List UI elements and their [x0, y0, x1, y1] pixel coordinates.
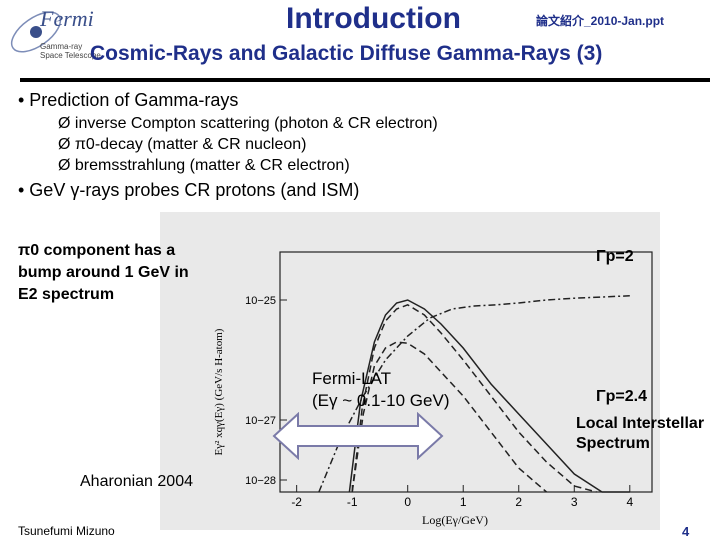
sub-bullet-brems: Ø bremsstrahlung (matter & CR electron)	[58, 157, 350, 174]
x-tick-label: 1	[460, 495, 467, 509]
plot-series-group	[318, 295, 630, 493]
logo-wordmark: Fermi	[40, 6, 94, 31]
y-tick-label: 10−27	[245, 415, 276, 427]
lis-label: Local Interstellar Spectrum	[576, 414, 704, 454]
plot-ticks: -2 -1 0 1 2 3 4 10−25 10−27 10−28	[245, 295, 633, 509]
x-tick-label: 2	[515, 495, 522, 509]
pi0-bump-note: π0 component has a bump around 1 GeV in …	[18, 240, 228, 306]
slide-subtitle: Cosmic-Rays and Galactic Diffuse Gamma-R…	[90, 42, 603, 65]
bullet-prediction: • Prediction of Gamma-rays	[18, 90, 239, 110]
slide-title: Introduction	[286, 2, 461, 35]
file-reference: 論文紹介_2010-Jan.ppt	[536, 14, 665, 28]
page-number: 4	[682, 524, 690, 539]
lis-line: Local Interstellar	[576, 415, 705, 432]
lis-line: Spectrum	[576, 435, 650, 452]
logo-subtext: Gamma-ray Space Telescope	[40, 42, 101, 60]
note-line: bump around 1 GeV in	[18, 264, 189, 281]
gamma-p2-label: Γp=2	[596, 248, 634, 265]
plot-axes	[279, 251, 653, 493]
x-tick-label: 4	[626, 495, 633, 509]
sub-bullet-ic: Ø inverse Compton scattering (photon & C…	[58, 115, 438, 132]
lat-line: Fermi-LAT	[312, 369, 392, 388]
reference-label: Aharonian 2004	[80, 473, 193, 490]
y-tick-label: 10−28	[245, 475, 276, 487]
note-line: π0 component has a	[18, 242, 176, 259]
note-line: E2 spectrum	[18, 286, 115, 303]
x-tick-label: 3	[571, 495, 578, 509]
fermi-lat-label: Fermi-LAT (Eγ ~ 0.1-10 GeV)	[312, 368, 449, 412]
plot-frame	[279, 251, 653, 493]
logo-sub-line: Gamma-ray	[40, 42, 83, 51]
fermi-logo	[10, 11, 62, 53]
sub-bullet-pi0: Ø π0-decay (matter & CR nucleon)	[58, 136, 307, 153]
spectrum-line-4	[351, 341, 547, 493]
bullet-gev-gamma: • GeV γ-rays probes CR protons (and ISM)	[18, 180, 360, 200]
x-tick-label: -1	[347, 495, 358, 509]
gamma-p24-label: Γp=2.4	[596, 388, 647, 405]
spectrum-plot: -2 -1 0 1 2 3 4 10−25 10−27 10−28 Log(Eγ/GeV) Eγ²…	[160, 212, 660, 530]
spectrum-line-2	[348, 299, 630, 493]
spectrum-line-1	[318, 295, 630, 493]
y-axis-label: Eγ² xqγ(Eγ) (GeV/s H-atom)	[213, 328, 225, 455]
spectrum-line-3	[351, 303, 597, 493]
x-tick-label: -2	[291, 495, 302, 509]
title-divider	[20, 78, 710, 82]
y-tick-label: 10−25	[245, 295, 276, 307]
x-tick-label: 0	[404, 495, 411, 509]
logo-sub-line: Space Telescope	[40, 51, 101, 60]
author-footer: Tsunefumi Mizuno	[18, 524, 115, 538]
lat-range-arrow	[272, 412, 444, 460]
lat-line: (Eγ ~ 0.1-10 GeV)	[312, 391, 450, 410]
x-axis-label: Log(Eγ/GeV)	[422, 513, 488, 527]
